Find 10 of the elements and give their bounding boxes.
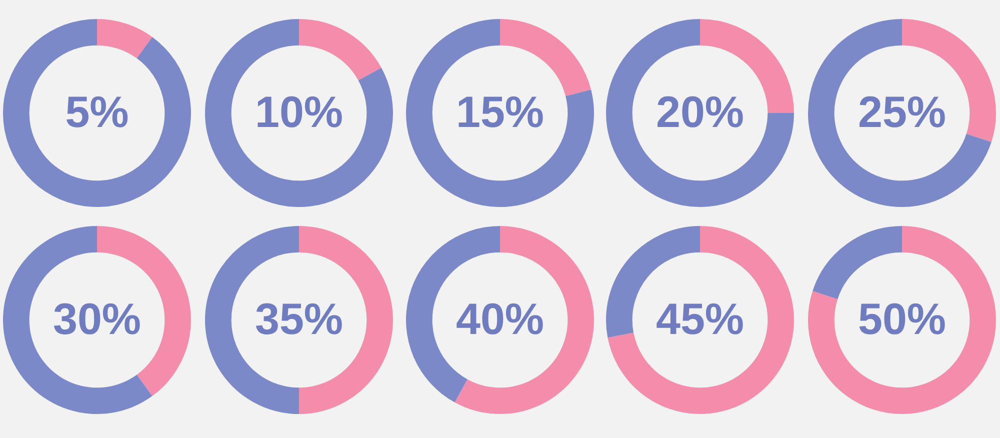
- text: 50%: [858, 295, 946, 344]
- text: 30%: [52, 295, 142, 344]
- text: 20%: [656, 88, 744, 138]
- text: 10%: [254, 88, 344, 138]
- text: 15%: [456, 88, 544, 138]
- text: 40%: [456, 295, 544, 344]
- text: 35%: [254, 295, 344, 344]
- text: 5%: [65, 88, 129, 138]
- text: 25%: [858, 88, 946, 138]
- text: 45%: [656, 295, 744, 344]
